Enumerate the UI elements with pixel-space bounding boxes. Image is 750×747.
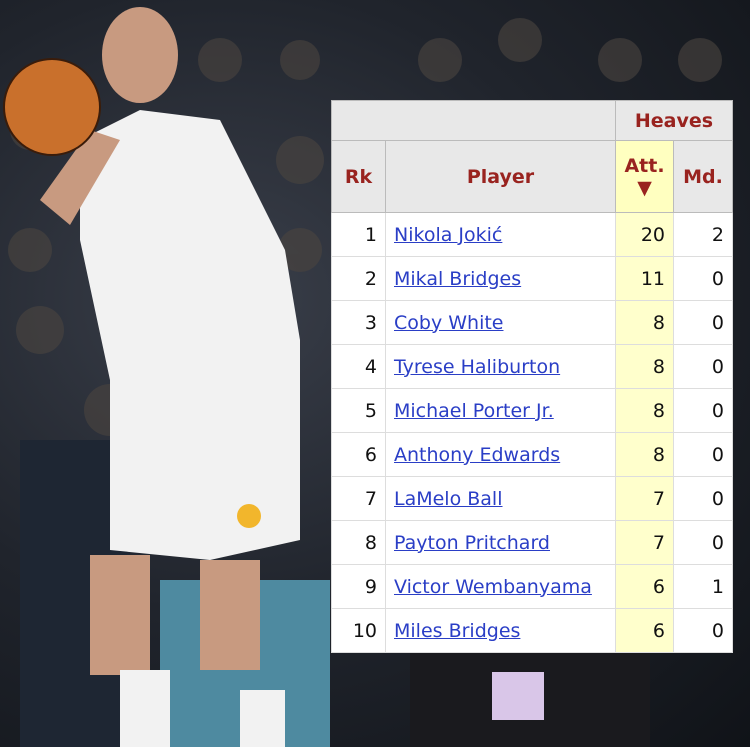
heaves-leaderboard-table: Heaves Rk Player Att. ▼ Md. 1 Nikola Jok…: [331, 100, 733, 653]
attempts-cell: 8: [615, 432, 674, 477]
player-cell: Nikola Jokić: [385, 212, 616, 257]
player-link[interactable]: Michael Porter Jr.: [394, 399, 554, 422]
made-cell: 0: [673, 300, 733, 345]
table-row: 9 Victor Wembanyama 6 1: [331, 564, 733, 609]
made-cell: 0: [673, 344, 733, 389]
rank-cell: 7: [331, 476, 386, 521]
player-cell: Anthony Edwards: [385, 432, 616, 477]
made-cell: 0: [673, 520, 733, 565]
player-link[interactable]: Anthony Edwards: [394, 443, 561, 466]
player-link[interactable]: Nikola Jokić: [394, 223, 503, 246]
player-cell: Payton Pritchard: [385, 520, 616, 565]
player-cell: Victor Wembanyama: [385, 564, 616, 609]
made-cell: 1: [673, 564, 733, 609]
player-link[interactable]: Payton Pritchard: [394, 531, 550, 554]
attempts-cell: 8: [615, 344, 674, 389]
player-link[interactable]: LaMelo Ball: [394, 487, 503, 510]
table-row: 10 Miles Bridges 6 0: [331, 608, 733, 653]
rank-cell: 4: [331, 344, 386, 389]
table-row: 8 Payton Pritchard 7 0: [331, 520, 733, 565]
made-cell: 0: [673, 432, 733, 477]
player: [40, 7, 300, 747]
player-link[interactable]: Miles Bridges: [394, 619, 521, 642]
attempts-cell: 6: [615, 608, 674, 653]
player-cell: Miles Bridges: [385, 608, 616, 653]
rank-cell: 8: [331, 520, 386, 565]
table-row: 6 Anthony Edwards 8 0: [331, 432, 733, 477]
player-cell: Tyrese Haliburton: [385, 344, 616, 389]
attempts-cell: 8: [615, 300, 674, 345]
made-header[interactable]: Md.: [673, 140, 733, 213]
attempts-cell: 6: [615, 564, 674, 609]
rank-cell: 6: [331, 432, 386, 477]
made-cell: 0: [673, 476, 733, 521]
made-cell: 0: [673, 388, 733, 433]
attempts-cell: 7: [615, 476, 674, 521]
table-row: 2 Mikal Bridges 11 0: [331, 256, 733, 301]
rank-cell: 9: [331, 564, 386, 609]
attempts-cell: 7: [615, 520, 674, 565]
rank-cell: 10: [331, 608, 386, 653]
blank-group-header: [331, 100, 616, 141]
rank-header[interactable]: Rk: [331, 140, 386, 213]
player-link[interactable]: Mikal Bridges: [394, 267, 522, 290]
player-link[interactable]: Tyrese Haliburton: [394, 355, 561, 378]
made-cell: 0: [673, 608, 733, 653]
player-cell: Mikal Bridges: [385, 256, 616, 301]
sort-descending-icon: ▼: [637, 176, 652, 199]
player-link[interactable]: Victor Wembanyama: [394, 575, 592, 598]
made-cell: 2: [673, 212, 733, 257]
rank-cell: 5: [331, 388, 386, 433]
table-row: 5 Michael Porter Jr. 8 0: [331, 388, 733, 433]
attempts-header[interactable]: Att. ▼: [615, 140, 674, 213]
player-cell: Coby White: [385, 300, 616, 345]
player-cell: LaMelo Ball: [385, 476, 616, 521]
attempts-cell: 11: [615, 256, 674, 301]
rank-cell: 1: [331, 212, 386, 257]
attempts-header-label: Att.: [624, 154, 665, 177]
made-cell: 0: [673, 256, 733, 301]
table-row: 4 Tyrese Haliburton 8 0: [331, 344, 733, 389]
player-link[interactable]: Coby White: [394, 311, 504, 334]
table-row: 3 Coby White 8 0: [331, 300, 733, 345]
heaves-group-header: Heaves: [615, 100, 733, 141]
table-row: 1 Nikola Jokić 20 2: [331, 212, 733, 257]
player-cell: Michael Porter Jr.: [385, 388, 616, 433]
table-row: 7 LaMelo Ball 7 0: [331, 476, 733, 521]
rank-cell: 2: [331, 256, 386, 301]
player-header[interactable]: Player: [385, 140, 616, 213]
credential-badge: [492, 672, 544, 720]
attempts-cell: 20: [615, 212, 674, 257]
rank-cell: 3: [331, 300, 386, 345]
basketball: [3, 58, 101, 156]
attempts-cell: 8: [615, 388, 674, 433]
